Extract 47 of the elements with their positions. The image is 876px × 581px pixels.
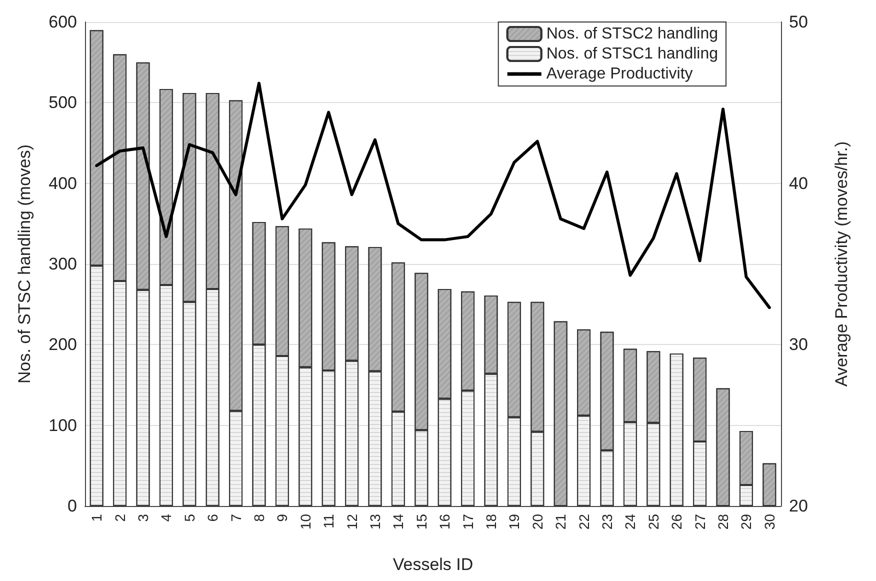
x-tick-label: 26 <box>668 514 685 530</box>
legend-label: Nos. of STSC1 handling <box>546 46 718 62</box>
x-tick-label: 19 <box>506 514 522 530</box>
x-tick-label: 29 <box>738 514 754 530</box>
y2-tick-label: 30 <box>789 335 808 354</box>
x-tick-label: 2 <box>112 514 128 522</box>
x-tick-label: 8 <box>251 514 267 522</box>
x-tick-label: 30 <box>761 514 778 530</box>
x-tick-label: 25 <box>645 514 662 530</box>
x-tick-label: 17 <box>460 514 476 530</box>
x-tick-label: 15 <box>413 514 430 530</box>
x-tick-label: 11 <box>320 514 337 529</box>
x-tick-label: 7 <box>228 514 244 522</box>
y-tick-label: 300 <box>48 254 77 274</box>
x-tick-label: 1 <box>88 514 105 522</box>
y-tick-label: 100 <box>48 416 77 435</box>
x-tick-label: 28 <box>715 514 731 530</box>
y-tick-label: 0 <box>68 496 77 516</box>
x-axis-title: Vessels ID <box>392 555 474 574</box>
x-tick-label: 4 <box>158 514 174 522</box>
x-tick-label: 3 <box>135 514 151 522</box>
x-tick-label: 14 <box>390 514 406 530</box>
y-tick-label: 500 <box>48 93 77 112</box>
line-series <box>95 82 771 310</box>
x-tick-label: 9 <box>274 514 290 522</box>
legend-label: Average Productivity <box>546 66 693 82</box>
x-tick-label: 24 <box>622 514 638 530</box>
y-tick-label: 400 <box>48 174 77 193</box>
x-tick-label: 13 <box>367 514 383 530</box>
x-tick-label: 27 <box>692 514 708 530</box>
x-tick-label: 5 <box>181 514 198 522</box>
x-tick-label: 21 <box>552 514 569 530</box>
y2-tick-label: 50 <box>789 12 808 32</box>
y2-axis-title: Average Productivity (moves/hr.) <box>832 141 851 387</box>
x-tick-label: 10 <box>297 514 314 530</box>
y2-tick-label: 40 <box>789 174 808 193</box>
x-tick-label: 16 <box>436 514 453 530</box>
legend-label: Nos. of STSC2 handling <box>546 26 718 42</box>
x-tick-label: 23 <box>599 514 615 530</box>
y-tick-label: 200 <box>48 335 77 354</box>
x-tick-label: 6 <box>204 514 221 522</box>
x-tick-label: 20 <box>529 514 546 530</box>
x-tick-label: 22 <box>576 514 592 530</box>
x-tick-label: 12 <box>344 514 360 530</box>
y-tick-label: 600 <box>48 12 77 32</box>
y-axis-title: Nos. of STSC handling (moves) <box>15 144 34 384</box>
x-tick-label: 18 <box>483 514 499 530</box>
